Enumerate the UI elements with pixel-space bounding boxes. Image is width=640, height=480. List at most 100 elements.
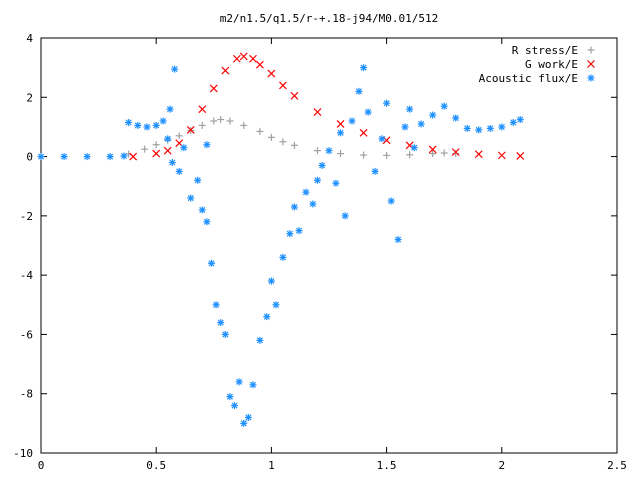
data-point [217,319,225,327]
legend-marker [587,46,595,54]
data-point [240,419,248,427]
series-2 [37,64,524,427]
legend-label: G work/E [525,58,578,71]
data-point [290,91,299,100]
data-point [217,116,225,124]
data-point [336,120,345,128]
data-point [180,144,188,152]
data-point [152,141,160,149]
data-point [378,135,386,143]
data-point [203,141,211,149]
data-point [37,153,45,161]
data-point [60,153,68,161]
data-point [348,117,356,125]
data-point [175,132,183,140]
data-point [129,152,138,161]
data-point [417,120,425,128]
data-point [194,176,202,184]
data-point [475,126,483,134]
data-point [212,301,220,309]
legend-label: R stress/E [512,44,578,57]
data-point [313,176,321,184]
y-tick-label: -8 [20,388,33,401]
data-point [267,133,275,141]
x-tick-label: 1 [268,459,275,472]
data-point [134,121,142,129]
data-point [463,124,471,132]
data-point [198,105,207,114]
data-point [171,65,179,73]
data-point [452,150,460,158]
data-point [325,147,333,155]
data-point [332,179,340,187]
data-point [231,402,239,410]
data-point [318,161,326,169]
data-point [429,150,437,158]
data-point [313,108,322,117]
data-point [516,116,524,124]
data-point [83,153,91,161]
data-point [451,148,460,157]
data-point [428,145,437,154]
data-point [382,136,391,145]
data-point [267,277,275,285]
data-point [244,413,252,421]
data-point [360,151,368,159]
x-tick-label: 1.5 [377,459,397,472]
data-point [410,144,418,152]
y-tick-label: 0 [26,151,33,164]
y-tick-label: 4 [26,32,33,45]
data-point [401,123,409,131]
y-tick-label: -6 [20,328,33,341]
data-point [440,102,448,110]
data-point [383,151,391,159]
data-point [221,66,230,75]
data-point [175,167,183,175]
data-point [141,145,149,153]
data-point [198,121,206,129]
data-point [406,105,414,113]
data-point [341,212,349,220]
data-point [256,127,264,135]
data-point [452,114,460,122]
data-point [313,147,321,155]
data-point [509,118,517,126]
data-point [164,135,172,143]
y-tick-label: -4 [20,269,34,282]
data-point [163,146,172,155]
data-point [232,54,241,63]
data-point [440,149,448,157]
data-point [278,81,287,90]
data-point [249,381,257,389]
data-point [337,150,345,158]
data-point [364,108,372,116]
data-point [125,118,133,126]
data-point [221,330,229,338]
data-point [359,128,368,137]
data-point [498,123,506,131]
data-point [235,378,243,386]
data-point [263,313,271,321]
data-point [387,197,395,205]
data-point [309,200,317,208]
x-tick-label: 0.5 [146,459,166,472]
y-tick-label: -2 [20,210,33,223]
data-point [302,188,310,196]
data-point [240,121,248,129]
data-point [239,52,248,61]
data-point [497,151,506,160]
data-point [267,69,276,78]
axes-ticks: 0 0.5 1 1.5 2 2.5 -10 -8 -6 -4 -2 0 2 4 [13,32,627,472]
data-point [486,124,494,132]
data-point [203,218,211,226]
data-point [143,123,151,131]
data-point [226,117,234,125]
legend-marker [587,60,595,68]
data-point [152,121,160,129]
data-point [159,117,167,125]
data-point [186,125,195,134]
x-tick-label: 2.5 [607,459,627,472]
x-tick-label: 2 [498,459,505,472]
data-point [106,153,114,161]
